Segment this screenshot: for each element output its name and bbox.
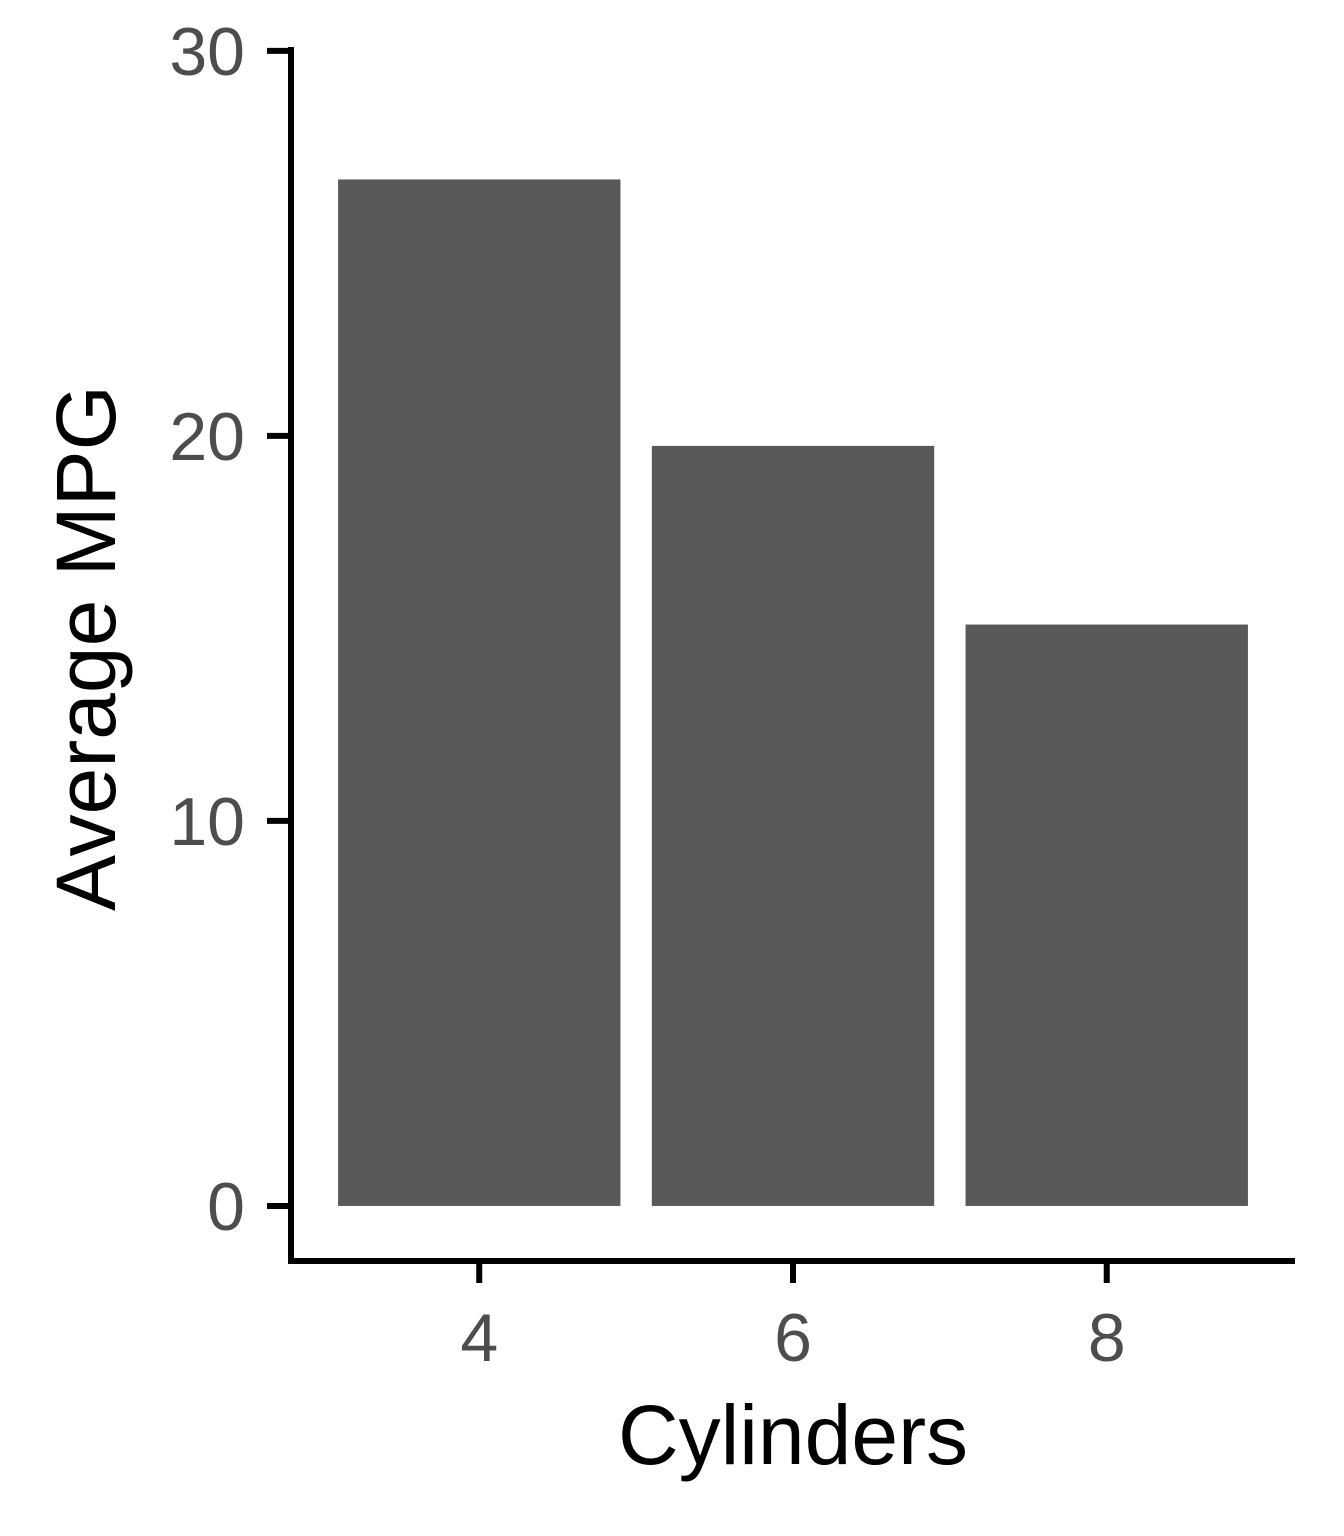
- x-axis-title: Cylinders: [618, 1388, 968, 1482]
- x-tick-label-6: 6: [774, 1300, 812, 1376]
- bar-4: [338, 179, 621, 1206]
- bar-6: [651, 445, 935, 1206]
- y-axis-ticks: 0 10 20 30: [169, 14, 291, 1245]
- y-tick-label-20: 20: [169, 399, 245, 475]
- y-axis-title: Average MPG: [39, 385, 133, 911]
- x-tick-label-8: 8: [1088, 1300, 1126, 1376]
- x-axis-ticks: 4 6 8: [460, 1261, 1126, 1376]
- y-tick-label-0: 0: [207, 1169, 245, 1245]
- bars-group: [338, 179, 1248, 1206]
- y-tick-label-10: 10: [169, 784, 245, 860]
- bar-8: [965, 624, 1248, 1206]
- x-tick-label-4: 4: [460, 1300, 498, 1376]
- y-tick-label-30: 30: [169, 14, 245, 90]
